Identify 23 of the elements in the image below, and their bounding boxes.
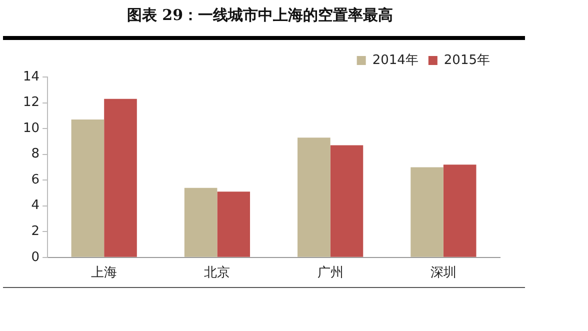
y-tick-label: 4: [31, 198, 40, 214]
bar: [104, 98, 137, 257]
y-tick-label: 12: [22, 95, 40, 110]
bar: [330, 145, 364, 257]
x-tick-label: 北京: [204, 266, 230, 281]
x-tick-label: 广州: [317, 266, 344, 281]
x-tick-label: 深圳: [430, 266, 456, 281]
x-tick-label: 上海: [91, 266, 118, 281]
bar: [217, 192, 250, 257]
y-tick-label: 10: [22, 120, 40, 136]
legend-label: 2014年: [372, 52, 418, 68]
bar: [184, 188, 218, 257]
y-tick-label: 2: [31, 224, 40, 240]
y-tick-label: 0: [31, 250, 40, 265]
bar: [443, 164, 476, 257]
bar: [410, 167, 444, 257]
bar: [298, 138, 330, 257]
y-tick-label: 14: [22, 69, 40, 84]
y-tick-label: 8: [31, 146, 40, 162]
chart-title: 图表 29：一线城市中上海的空置率最高: [126, 6, 394, 25]
legend-label: 2015年: [444, 52, 490, 68]
y-tick-label: 6: [31, 172, 40, 188]
bar: [71, 120, 104, 257]
